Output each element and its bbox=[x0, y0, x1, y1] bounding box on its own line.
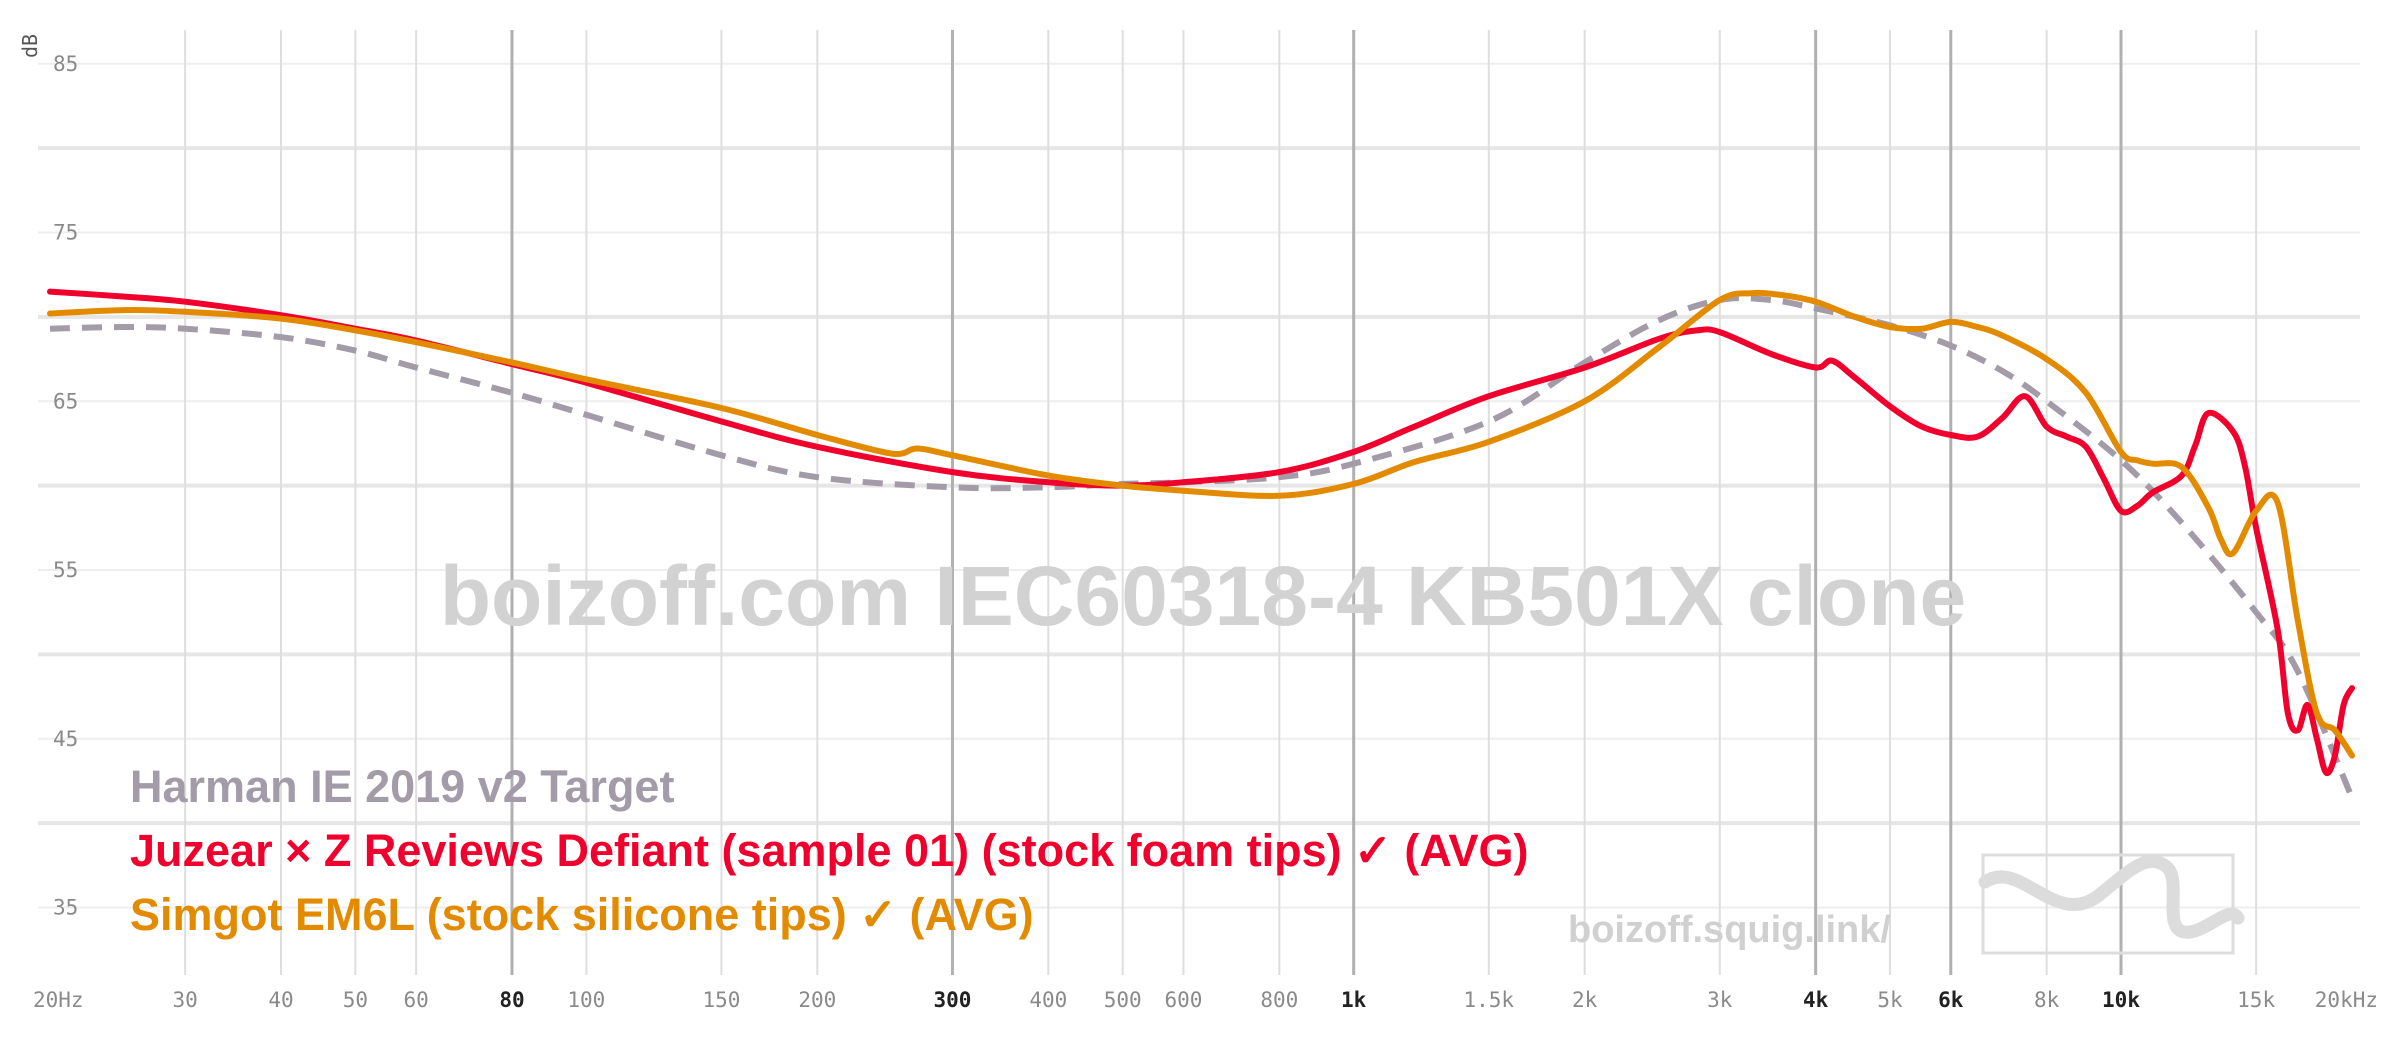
legend-entry: Harman IE 2019 v2 Target bbox=[130, 761, 674, 812]
x-tick-label: 4k bbox=[1803, 988, 1829, 1012]
x-tick-label: 5k bbox=[1877, 988, 1903, 1012]
y-tick-label: 75 bbox=[53, 221, 78, 245]
x-tick-label: 10k bbox=[2102, 988, 2140, 1012]
series-line-3 bbox=[47, 289, 2355, 759]
x-tick-label: 3k bbox=[1707, 988, 1733, 1012]
x-tick-label: 20Hz bbox=[33, 988, 84, 1012]
x-tick-label: 15k bbox=[2237, 988, 2275, 1012]
x-tick-label: 150 bbox=[702, 988, 740, 1012]
x-tick-label: 500 bbox=[1104, 988, 1142, 1012]
x-tick-label: 8k bbox=[2034, 988, 2060, 1012]
watermark-text: boizoff.com IEC60318-4 KB501X clone bbox=[440, 549, 1966, 643]
x-tick-label: 800 bbox=[1260, 988, 1298, 1012]
y-tick-label: 35 bbox=[53, 896, 78, 920]
series-line-2 bbox=[47, 288, 2355, 777]
x-tick-label: 30 bbox=[172, 988, 197, 1012]
y-tick-label: 85 bbox=[53, 52, 78, 76]
x-tick-label: 50 bbox=[343, 988, 368, 1012]
y-tick-label: 55 bbox=[53, 558, 78, 582]
series-lines bbox=[47, 288, 2355, 799]
x-tick-label: 200 bbox=[798, 988, 836, 1012]
grid-lines bbox=[38, 30, 2360, 975]
legend: Harman IE 2019 v2 Target Juzear × Z Revie… bbox=[130, 761, 1529, 940]
series-line-1 bbox=[49, 295, 2355, 799]
credit-url: boizoff.squig.link/ bbox=[1568, 909, 1891, 951]
legend-entry: Simgot EM6L (stock silicone tips) ✓ (AVG… bbox=[130, 889, 1034, 940]
x-tick-label: 2k bbox=[1572, 988, 1598, 1012]
x-tick-label: 6k bbox=[1938, 988, 1964, 1012]
legend-entry: Juzear × Z Reviews Defiant (sample 01) (… bbox=[130, 825, 1529, 876]
squig-logo bbox=[1978, 853, 2245, 955]
y-axis-ticks: 35 45 55 65 75 85 bbox=[53, 52, 78, 920]
x-tick-label: 600 bbox=[1164, 988, 1202, 1012]
y-axis-label: dB bbox=[18, 34, 42, 58]
y-tick-label: 65 bbox=[53, 389, 78, 413]
x-tick-label: 20kHz bbox=[2315, 988, 2378, 1012]
y-tick-label: 45 bbox=[53, 727, 78, 751]
x-tick-label: 400 bbox=[1029, 988, 1067, 1012]
x-tick-label: 60 bbox=[403, 988, 428, 1012]
x-axis-ticks: 20Hz 30 40 50 60 80 100 150 200 300 400 500 600 800 1k… bbox=[33, 988, 2378, 1012]
x-tick-label: 1k bbox=[1341, 988, 1367, 1012]
x-tick-label: 300 bbox=[933, 988, 971, 1012]
x-tick-label: 40 bbox=[268, 988, 293, 1012]
x-tick-label: 80 bbox=[499, 988, 524, 1012]
x-tick-label: 1.5k bbox=[1464, 988, 1515, 1012]
x-tick-label: 100 bbox=[567, 988, 605, 1012]
